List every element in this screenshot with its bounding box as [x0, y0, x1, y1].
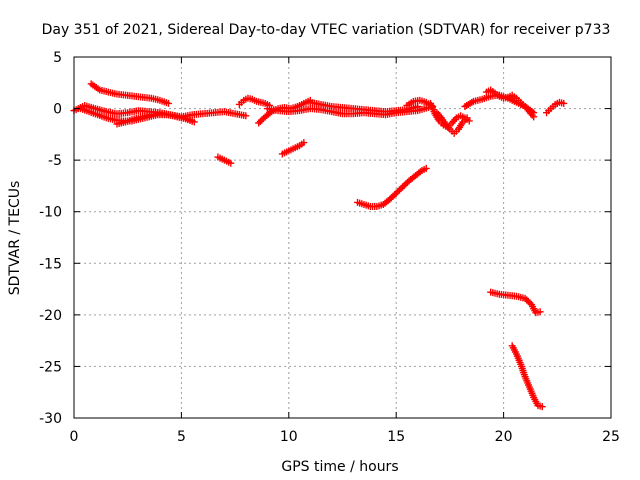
data-point: [399, 183, 407, 191]
data-point: [414, 103, 422, 111]
x-tick-label: 15: [387, 429, 405, 445]
data-point: [258, 116, 266, 124]
x-tick-label: 5: [177, 429, 186, 445]
y-tick-label: -20: [39, 308, 62, 324]
y-tick-label: -5: [48, 153, 62, 169]
data-point: [526, 299, 534, 307]
series-arc-14: [433, 109, 471, 137]
plot-frame: [73, 56, 612, 419]
data-point: [416, 168, 424, 176]
data-point: [397, 185, 405, 193]
x-tick-label: 10: [280, 429, 298, 445]
series-arc-18: [508, 342, 546, 411]
series-arc-10: [306, 98, 422, 116]
data-point: [227, 159, 235, 167]
y-tick-label: -15: [39, 256, 62, 272]
x-axis-label: GPS time / hours: [281, 459, 398, 475]
series-arc-09: [278, 139, 308, 158]
data-layer: [70, 80, 568, 411]
y-tick-label: -25: [39, 359, 62, 375]
grid-layer: [74, 57, 611, 418]
data-point: [538, 403, 546, 411]
data-point: [256, 117, 264, 125]
data-point: [394, 188, 402, 196]
y-tick-label: -30: [39, 411, 62, 427]
data-point: [400, 181, 408, 189]
data-point: [190, 118, 198, 126]
data-point: [255, 119, 263, 127]
data-point: [389, 192, 397, 200]
chart-title: Day 351 of 2021, Sidereal Day-to-day VTE…: [42, 22, 611, 38]
data-point: [530, 113, 538, 121]
series-arc-17: [487, 288, 544, 317]
y-tick-label: 5: [53, 50, 62, 66]
data-point: [392, 189, 400, 197]
series-arc-04: [113, 110, 198, 128]
series-arc-11: [354, 164, 430, 211]
series-arc-19: [543, 98, 568, 117]
data-point: [402, 180, 410, 188]
series-arc-02: [87, 80, 173, 107]
data-point: [536, 308, 544, 316]
data-point: [386, 195, 394, 203]
series-arc-06: [235, 94, 273, 109]
data-point: [422, 164, 430, 172]
tick-layer: 0 5 10 15 20 25 -30 -25 -20 -15 -10 -5 0 5: [39, 50, 620, 445]
data-point: [300, 139, 308, 147]
data-point: [521, 294, 529, 302]
data-point: [524, 297, 532, 305]
data-point: [391, 191, 399, 199]
y-tick-label: -10: [39, 205, 62, 221]
data-point: [395, 186, 403, 194]
x-tick-label: 25: [602, 429, 620, 445]
y-tick-label: 0: [53, 102, 62, 118]
data-point: [387, 194, 395, 202]
x-tick-label: 20: [495, 429, 513, 445]
data-point: [560, 99, 568, 107]
y-axis-label: SDTVAR / TECUs: [7, 181, 23, 296]
data-point: [242, 112, 250, 120]
data-point: [165, 99, 173, 107]
data-point: [463, 114, 471, 122]
x-tick-label: 0: [70, 429, 79, 445]
series-arc-05: [214, 153, 235, 167]
data-point: [523, 296, 531, 304]
series-arc-16: [482, 86, 538, 121]
